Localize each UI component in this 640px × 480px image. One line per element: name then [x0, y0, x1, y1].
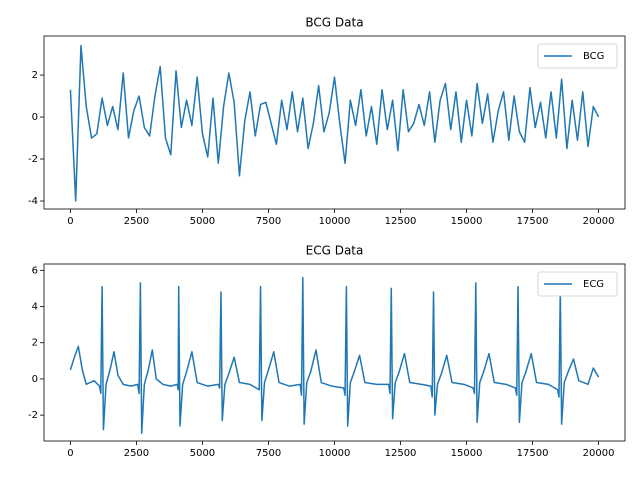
y-tick-label: 2	[32, 70, 38, 81]
y-tick-label: 2	[32, 338, 38, 349]
x-tick-label: 12500	[385, 216, 417, 227]
x-tick-label: 0	[67, 448, 73, 459]
axes-frame	[43, 263, 626, 442]
x-tick-label: 15000	[451, 448, 483, 459]
y-tick-label: -2	[28, 410, 38, 421]
data-line	[69, 276, 600, 434]
x-tick-label: 10000	[319, 448, 351, 459]
x-tick-label: 17500	[517, 216, 549, 227]
subplot: BCG Data 0 2500 5000 7500 10000 12500 15000 1750…	[28, 16, 626, 227]
y-tick-label: 0	[32, 112, 38, 123]
x-tick-label: 2500	[124, 216, 149, 227]
x-tick-label: 7500	[256, 448, 281, 459]
legend-label: BCG	[583, 51, 604, 62]
x-tick-label: 0	[67, 216, 73, 227]
subplot: ECG Data 0 2500 5000 7500 10000 12500 15000 1750…	[28, 244, 626, 459]
x-tick-label: 5000	[190, 448, 215, 459]
x-tick-label: 20000	[583, 448, 615, 459]
x-tick-label: 5000	[190, 216, 215, 227]
data-line	[69, 44, 600, 202]
legend-box	[537, 43, 618, 69]
y-tick-label: -4	[28, 196, 38, 207]
legend-label: ECG	[583, 279, 604, 290]
y-tick-label: 0	[32, 374, 38, 385]
x-tick-label: 2500	[124, 448, 149, 459]
y-tick-label: 6	[32, 265, 38, 276]
x-tick-label: 12500	[385, 448, 417, 459]
chart-title: ECG Data	[306, 244, 364, 258]
chart-title: BCG Data	[305, 16, 363, 30]
x-tick-label: 15000	[451, 216, 483, 227]
legend-box	[537, 271, 618, 297]
x-tick-label: 17500	[517, 448, 549, 459]
x-tick-label: 20000	[583, 216, 615, 227]
x-tick-label: 7500	[256, 216, 281, 227]
axes-frame	[43, 35, 626, 210]
x-tick-label: 10000	[319, 216, 351, 227]
y-tick-label: -2	[28, 154, 38, 165]
y-tick-label: 4	[32, 302, 38, 313]
